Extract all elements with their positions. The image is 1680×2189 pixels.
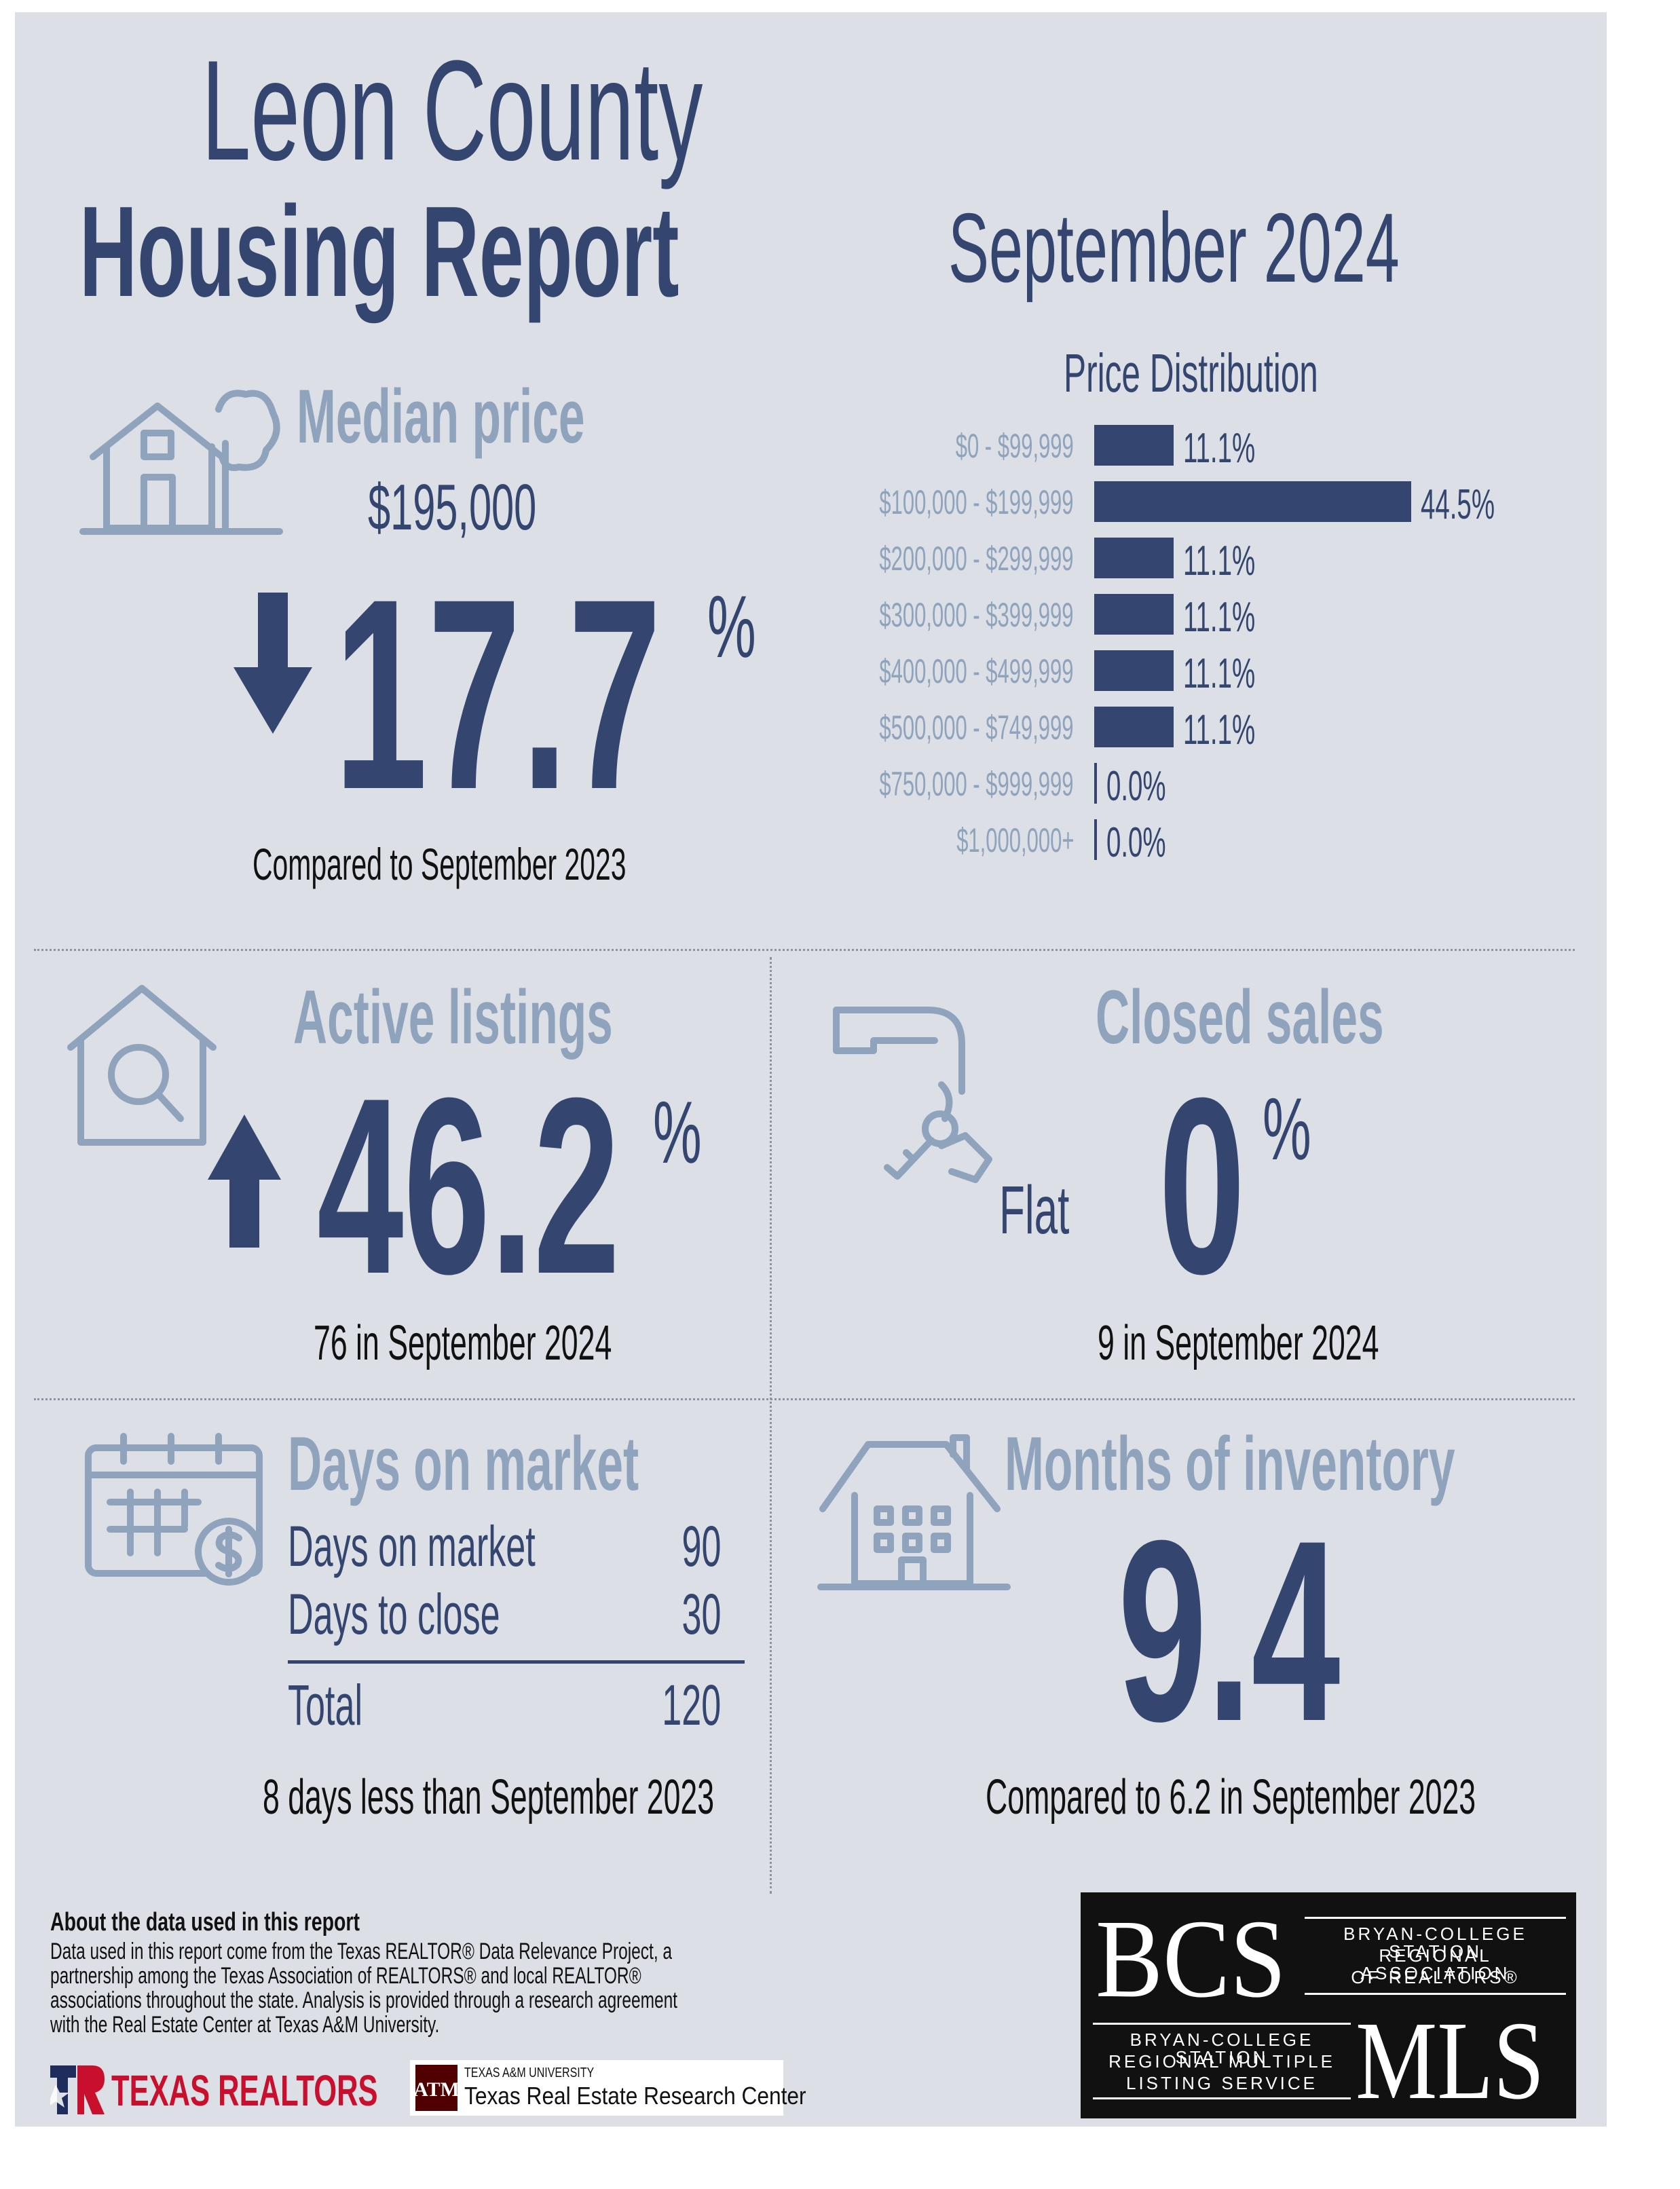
divider-vertical	[770, 957, 772, 1894]
mls-rule-top	[1093, 2023, 1351, 2025]
price-distribution-value: 0.0%	[1106, 819, 1166, 866]
median-change-percent-sign: %	[707, 577, 756, 676]
price-distribution-label: $1,000,000+	[956, 821, 1074, 859]
report-period: September 2024	[948, 193, 1400, 303]
active-listings-detail: 76 in September 2024	[314, 1316, 612, 1370]
tamu-logo-box	[410, 2060, 783, 2116]
months-inventory-detail: Compared to 6.2 in September 2023	[986, 1770, 1476, 1825]
house-tree-icon	[79, 382, 283, 542]
mls-rule-bottom	[1093, 2097, 1351, 2099]
price-distribution-label: $750,000 - $999,999	[879, 765, 1074, 803]
price-distribution-bar	[1094, 538, 1174, 578]
about-line-4: with the Real Estate Center at Texas A&M…	[50, 2012, 440, 2038]
dom-row-value-1: 90	[682, 1514, 721, 1578]
report-sheet: Leon County Housing Report September 202…	[15, 12, 1607, 2127]
median-price-heading: Median price	[297, 374, 585, 459]
price-distribution-label: $300,000 - $399,999	[879, 596, 1074, 634]
hand-key-icon	[833, 990, 1030, 1186]
title-line-2: Housing Report	[79, 180, 679, 324]
mls-line-1: BRYAN-COLLEGE STATION	[1130, 2029, 1314, 2068]
dom-total-label: Total	[288, 1673, 363, 1737]
months-inventory-value: 9.4	[1118, 1486, 1341, 1775]
price-distribution-value: 0.0%	[1106, 763, 1166, 810]
mls-line-2: REGIONAL MULTIPLE	[1108, 2051, 1335, 2072]
price-distribution-bar	[1094, 425, 1174, 466]
closed-sales-detail: 9 in September 2024	[1098, 1316, 1379, 1370]
title-line-1: Leon County	[202, 31, 703, 190]
bcs-assoc-line-2: REGIONAL ASSOCIATION	[1360, 1945, 1510, 1983]
closed-sales-trend-word: Flat	[999, 1172, 1070, 1248]
price-distribution-value: 11.1%	[1183, 425, 1256, 472]
days-on-market-heading: Days on market	[288, 1421, 639, 1506]
active-listings-percent-sign: %	[653, 1083, 702, 1182]
bcs-assoc-rule-bottom	[1305, 1993, 1566, 1995]
median-price-value: $195,000	[368, 471, 537, 544]
active-listings-change-value: 46.2	[317, 1046, 620, 1326]
dom-total-value: 120	[662, 1673, 721, 1737]
texas-realtors-logo-mark	[50, 2065, 105, 2114]
price-distribution-label: $400,000 - $499,999	[879, 652, 1074, 690]
about-heading: About the data used in this report	[50, 1908, 360, 1937]
texas-realtors-logo-text: TEXAS REALTORS	[111, 2066, 378, 2115]
price-distribution-bar	[1094, 481, 1411, 522]
dom-row-label-2: Days to close	[288, 1582, 500, 1646]
price-distribution-bar	[1094, 763, 1097, 804]
price-distribution-label: $500,000 - $749,999	[879, 709, 1074, 747]
tamu-atm-logo-mark: ATM	[415, 2065, 458, 2111]
divider-horizontal-1	[34, 949, 1575, 951]
months-inventory-heading: Months of inventory	[1005, 1421, 1455, 1506]
search-house-icon	[64, 983, 220, 1149]
arrow-down-icon	[232, 593, 314, 735]
dom-row-value-2: 30	[682, 1582, 721, 1646]
price-distribution-value: 44.5%	[1421, 481, 1495, 528]
price-distribution-label: $200,000 - $299,999	[879, 540, 1074, 578]
about-line-3: associations throughout the state. Analy…	[50, 1987, 677, 2013]
tamu-center-label: Texas Real Estate Research Center	[464, 2082, 806, 2110]
closed-sales-percent-sign: %	[1263, 1079, 1311, 1178]
closed-sales-change-value: 0	[1159, 1046, 1246, 1326]
bcs-assoc-line-3: OF REALTORS®	[1351, 1967, 1520, 1987]
svg-text:ATM: ATM	[415, 2078, 458, 2101]
price-distribution-bar	[1094, 707, 1174, 747]
calendar-dollar-icon	[83, 1431, 276, 1587]
mls-letters: MLS	[1356, 1998, 1545, 2122]
price-distribution-value: 11.1%	[1183, 707, 1256, 753]
bcs-assoc-line-1: BRYAN-COLLEGE STATION	[1343, 1924, 1527, 1962]
mls-line-3: LISTING SERVICE	[1125, 2073, 1318, 2093]
price-distribution-label: $0 - $99,999	[955, 427, 1074, 465]
price-distribution-title: Price Distribution	[1064, 343, 1318, 403]
bcs-assoc-rule-top	[1305, 1917, 1566, 1919]
price-distribution-label: $100,000 - $199,999	[879, 483, 1074, 521]
price-distribution-value: 11.1%	[1183, 538, 1256, 584]
divider-horizontal-2	[34, 1398, 1575, 1400]
price-distribution-bar	[1094, 594, 1174, 635]
bcs-mls-logo: BCS BRYAN-COLLEGE STATION REGIONAL ASSOC…	[1081, 1892, 1576, 2118]
about-line-2: partnership among the Texas Association …	[50, 1963, 641, 1989]
dom-row-label-1: Days on market	[288, 1514, 536, 1578]
price-distribution-bar	[1094, 650, 1174, 691]
arrow-up-icon	[206, 1113, 282, 1249]
median-change-value: 17.7	[334, 542, 662, 846]
days-on-market-detail: 8 days less than September 2023	[263, 1770, 715, 1825]
tamu-university-label: TEXAS A&M UNIVERSITY	[464, 2065, 595, 2080]
median-compare-text: Compared to September 2023	[253, 839, 627, 889]
about-line-1: Data used in this report come from the T…	[50, 1939, 673, 1964]
price-distribution-value: 11.1%	[1183, 594, 1256, 641]
closed-sales-heading: Closed sales	[1096, 975, 1384, 1060]
active-listings-heading: Active listings	[293, 975, 613, 1060]
dom-total-rule	[288, 1660, 745, 1664]
apartment-building-icon	[817, 1427, 1011, 1594]
price-distribution-value: 11.1%	[1183, 650, 1256, 697]
bcs-letters: BCS	[1096, 1896, 1286, 2021]
price-distribution-bar	[1094, 819, 1097, 860]
